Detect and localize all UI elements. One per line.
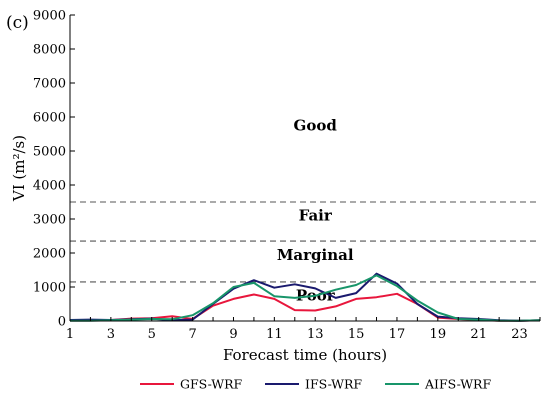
- y-tick-label: 7000: [33, 77, 66, 92]
- y-tick-label: 4000: [33, 179, 66, 194]
- x-tick-label: 19: [430, 327, 447, 342]
- x-tick-label: 7: [188, 327, 196, 342]
- y-tick-label: 2000: [33, 247, 66, 262]
- x-tick-label: 13: [307, 327, 324, 342]
- x-tick-label: 23: [511, 327, 528, 342]
- x-tick-label: 17: [389, 327, 406, 342]
- series-lines: [69, 272, 541, 322]
- y-tick-label: 6000: [33, 111, 66, 126]
- legend-label: IFS-WRF: [305, 377, 362, 392]
- legend-label: AIFS-WRF: [424, 377, 491, 392]
- x-axis-label: Forecast time (hours): [223, 346, 387, 364]
- x-tick-label: 9: [229, 327, 237, 342]
- zone-label: Good: [294, 117, 338, 135]
- y-tick-label: 0: [58, 315, 66, 330]
- x-tick-label: 3: [107, 327, 115, 342]
- panel-label: (c): [6, 13, 29, 33]
- x-tick-label: 1: [66, 327, 74, 342]
- legend-label: GFS-WRF: [180, 377, 242, 392]
- x-tick-label: 11: [266, 327, 283, 342]
- y-tick-label: 9000: [33, 9, 66, 24]
- x-tick-label: 15: [348, 327, 365, 342]
- legend: GFS-WRF IFS-WRF AIFS-WRF: [140, 377, 491, 392]
- zone-label: Marginal: [277, 246, 354, 264]
- y-tick-label: 1000: [33, 281, 66, 296]
- zone-label: Fair: [299, 207, 333, 225]
- y-tick-label: 8000: [33, 43, 66, 58]
- y-axis-label: VI (m²/s): [10, 135, 28, 202]
- series-line: [70, 274, 541, 322]
- threshold-lines: [70, 201, 540, 283]
- x-tick-label: 21: [470, 327, 487, 342]
- y-tick-label: 3000: [33, 213, 66, 228]
- x-tick-label: 5: [148, 327, 156, 342]
- y-tick-label: 5000: [33, 145, 66, 160]
